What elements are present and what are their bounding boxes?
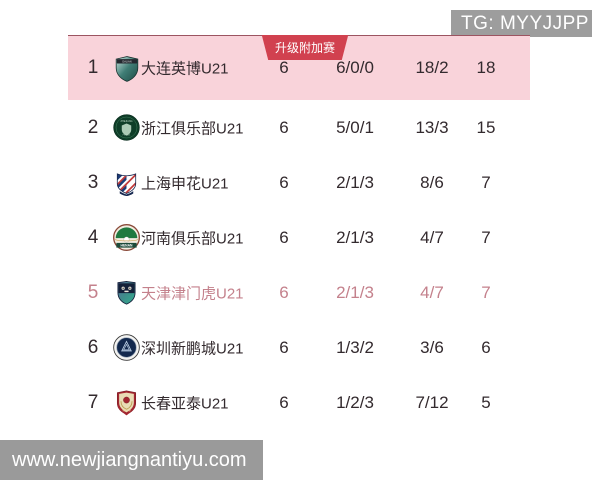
svg-text:FC 2021: FC 2021 [123, 134, 132, 136]
svg-text:DALIAN: DALIAN [122, 60, 131, 63]
svg-text:ZHEJIANG: ZHEJIANG [121, 120, 133, 123]
svg-text:HENAN: HENAN [121, 243, 134, 247]
